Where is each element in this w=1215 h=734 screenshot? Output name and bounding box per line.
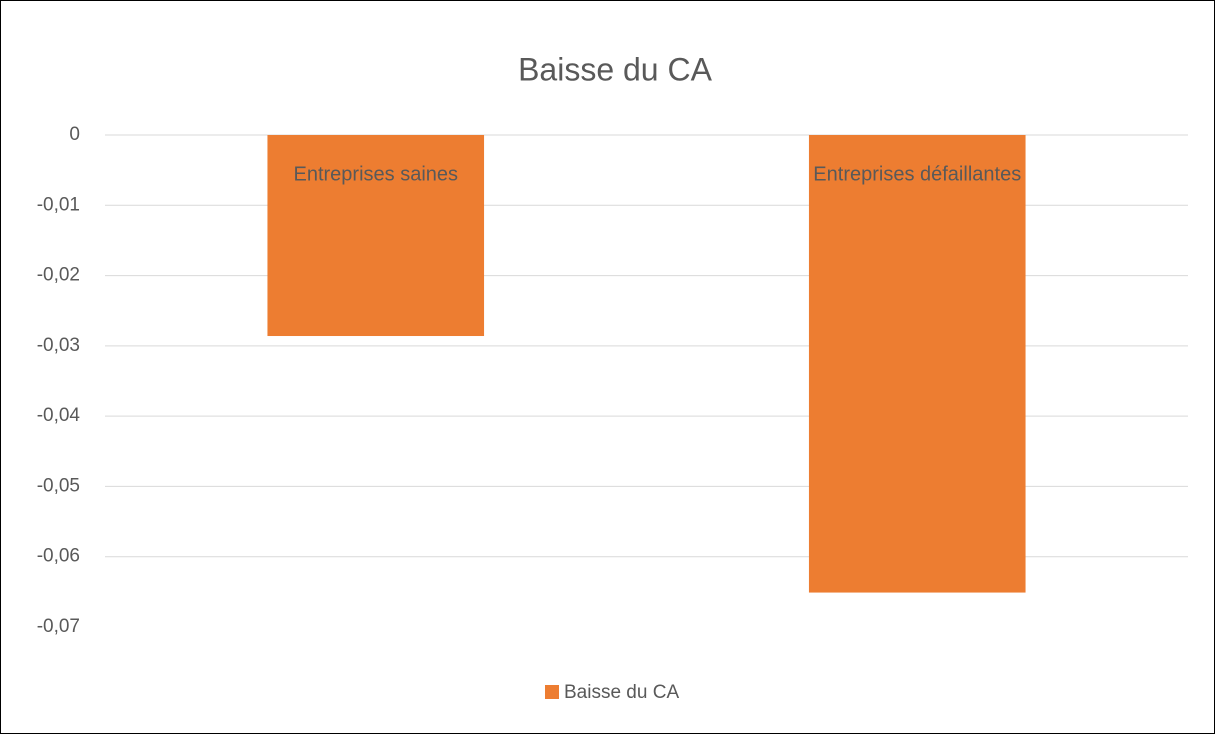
y-tick-label: -0,06 (37, 546, 80, 567)
y-tick-label: -0,03 (37, 335, 80, 356)
bar (808, 135, 1026, 593)
y-tick-label: -0,07 (37, 616, 80, 637)
y-tick-label: -0,04 (37, 405, 81, 426)
y-tick-label: -0,05 (37, 475, 80, 496)
x-tick-label: Entreprises saines (293, 163, 458, 185)
legend-label: Baisse du CA (564, 682, 679, 703)
bar (267, 135, 485, 337)
chart-title: Baisse du CA (518, 51, 713, 87)
y-tick-label: -0,01 (37, 194, 80, 215)
legend-swatch (545, 685, 559, 699)
y-tick-label: -0,02 (37, 265, 80, 286)
y-tick-label: 0 (69, 124, 80, 145)
x-tick-label: Entreprises défaillantes (813, 163, 1021, 185)
